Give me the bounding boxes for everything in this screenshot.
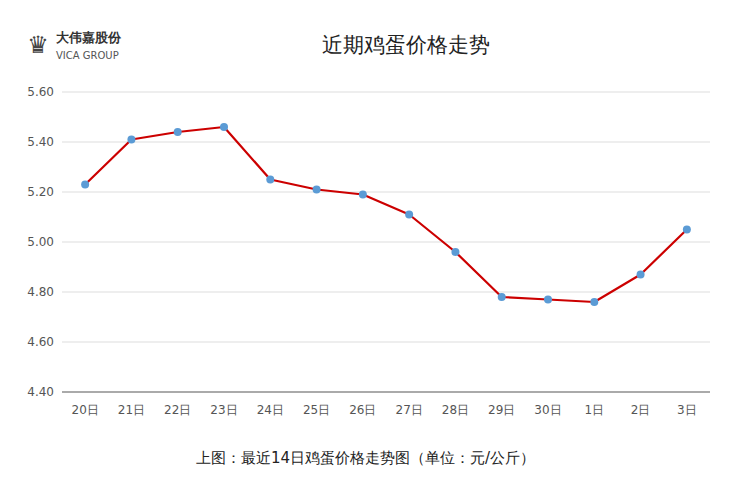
grid-line: [62, 242, 710, 243]
x-tick-label: 28日: [442, 403, 469, 417]
logo-icon: ♛: [27, 31, 49, 59]
x-tick-label: 2日: [631, 403, 651, 417]
point: [498, 293, 506, 301]
point: [451, 248, 459, 256]
x-tick-label: 25日: [303, 403, 330, 417]
point: [127, 136, 135, 144]
x-axis-line: [62, 392, 710, 393]
y-tick-label: 4.80: [27, 285, 54, 299]
point: [590, 298, 598, 306]
x-tick-label: 21日: [118, 403, 145, 417]
point: [220, 123, 228, 131]
grid-line: [62, 192, 710, 193]
point: [544, 296, 552, 304]
y-tick-label: 4.40: [27, 385, 54, 399]
x-tick-label: 30日: [534, 403, 561, 417]
point: [359, 191, 367, 199]
point: [174, 128, 182, 136]
logo-main: 大伟嘉股份: [56, 30, 122, 45]
point: [313, 186, 321, 194]
x-tick-label: 29日: [488, 403, 515, 417]
y-tick-label: 5.60: [27, 85, 54, 99]
line: [85, 127, 687, 302]
y-tick-label: 5.20: [27, 185, 54, 199]
x-tick-label: 22日: [164, 403, 191, 417]
y-tick-label: 5.40: [27, 135, 54, 149]
caption: 上图：最近14日鸡蛋价格走势图（单位：元/公斤）: [196, 449, 535, 467]
x-tick-label: 1日: [584, 403, 604, 417]
grid-line: [62, 392, 710, 393]
x-tick-label: 24日: [257, 403, 284, 417]
point: [683, 226, 691, 234]
data-layer: [81, 123, 691, 306]
grid-line: [62, 142, 710, 143]
point: [81, 181, 89, 189]
grid-line: [62, 342, 710, 343]
logo-sub: VICA GROUP: [56, 50, 119, 61]
point: [405, 211, 413, 219]
title: 近期鸡蛋价格走势: [322, 33, 490, 57]
x-tick-label: 27日: [396, 403, 423, 417]
x-tick-label: 3日: [677, 403, 697, 417]
point: [637, 271, 645, 279]
grid: [62, 92, 710, 392]
x-tick-label: 23日: [210, 403, 237, 417]
point: [266, 176, 274, 184]
grid-line: [62, 92, 710, 93]
chart: ♛ 大伟嘉股份 VICA GROUP 近期鸡蛋价格走势 4.40 4.60 4.80 5.00…: [0, 0, 731, 487]
y-tick-label: 4.60: [27, 335, 54, 349]
x-tick-label: 26日: [349, 403, 376, 417]
y-tick-label: 5.00: [27, 235, 54, 249]
x-tick-label: 20日: [72, 403, 99, 417]
